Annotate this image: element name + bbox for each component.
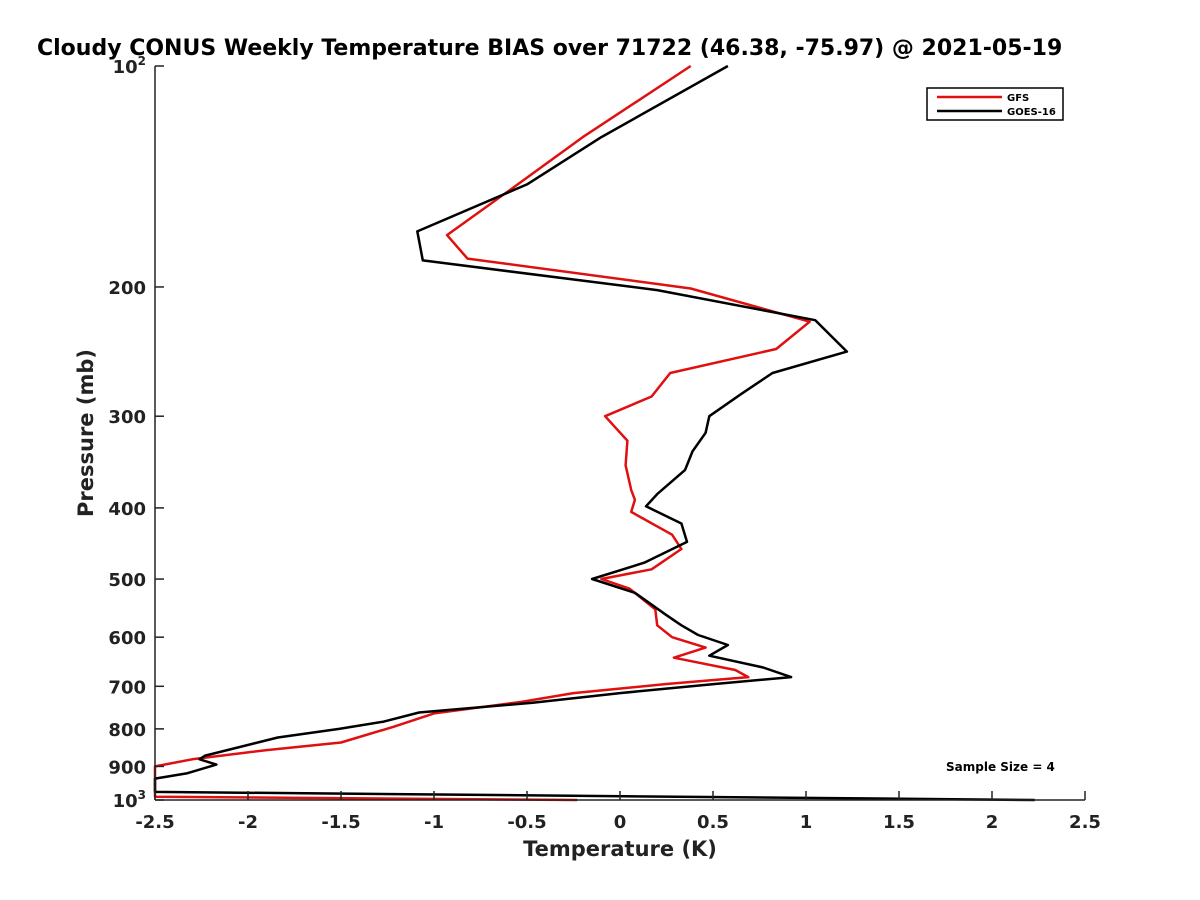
y-axis-label: Pressure (mb) <box>74 349 98 517</box>
x-tick-label: -0.5 <box>507 812 546 833</box>
y-tick-label: 200 <box>108 278 146 299</box>
x-axis-label: Temperature (K) <box>523 837 717 861</box>
y-tick-label: 500 <box>108 570 146 591</box>
legend-label-goes16: GOES-16 <box>1007 107 1056 118</box>
x-tick-label: -2 <box>238 812 258 833</box>
y-tick-label: 700 <box>108 677 146 698</box>
x-tick-label: -2.5 <box>135 812 174 833</box>
x-ticks: -2.5 -2 -1.5 -1 -0.5 0 0.5 1 1.5 2 2.5 <box>135 791 1101 833</box>
y-tick-label: 600 <box>108 628 146 649</box>
y-ticks: 102 200 300 400 500 600 700 800 900 103 <box>108 54 164 812</box>
y-tick-label: 102 <box>113 54 146 78</box>
y-tick-label: 900 <box>108 757 146 778</box>
y-tick-label: 800 <box>108 720 146 741</box>
y-tick-label: 300 <box>108 407 146 428</box>
series-line-gfs <box>153 64 811 802</box>
legend: GFS GOES-16 <box>926 87 1064 121</box>
series-layer <box>153 64 1035 802</box>
sample-size-annotation: Sample Size = 4 <box>946 760 1055 774</box>
x-tick-label: -1 <box>424 812 444 833</box>
x-tick-label: 0 <box>614 812 627 833</box>
y-tick-label: 400 <box>108 499 146 520</box>
y-tick-label: 103 <box>113 788 146 812</box>
x-tick-label: 1.5 <box>883 812 915 833</box>
legend-box <box>926 87 1064 121</box>
x-tick-label: 2.5 <box>1069 812 1101 833</box>
series-line-goes16 <box>153 64 1035 802</box>
legend-label-gfs: GFS <box>1007 93 1029 104</box>
x-tick-label: 2 <box>986 812 999 833</box>
chart-title: Cloudy CONUS Weekly Temperature BIAS ove… <box>37 36 1062 61</box>
x-tick-label: -1.5 <box>321 812 360 833</box>
x-tick-label: 1 <box>800 812 813 833</box>
x-tick-label: 0.5 <box>697 812 729 833</box>
